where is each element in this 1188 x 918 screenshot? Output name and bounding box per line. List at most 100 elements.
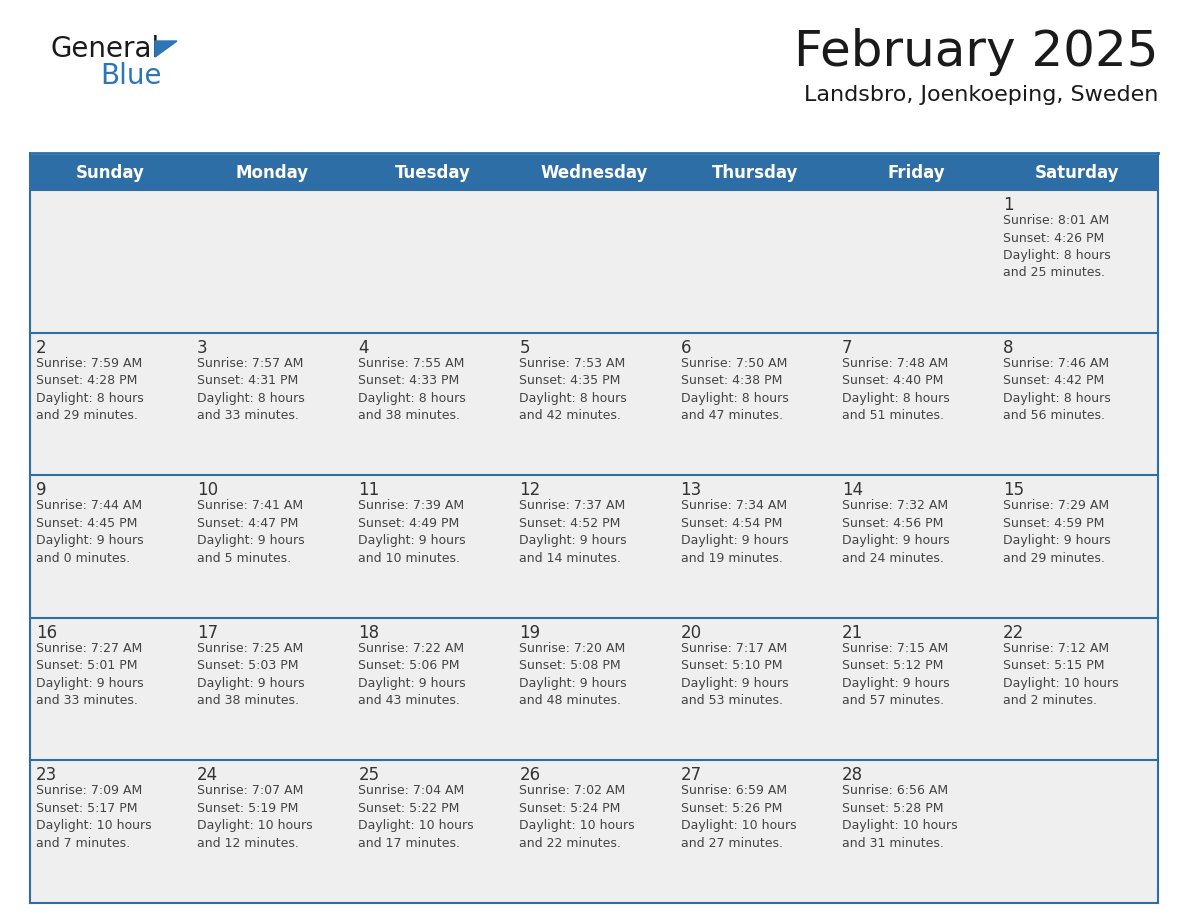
Text: 28: 28 xyxy=(842,767,862,784)
Text: Sunrise: 7:50 AM
Sunset: 4:38 PM
Daylight: 8 hours
and 47 minutes.: Sunrise: 7:50 AM Sunset: 4:38 PM Dayligh… xyxy=(681,356,789,422)
Text: 12: 12 xyxy=(519,481,541,499)
Text: 18: 18 xyxy=(359,624,379,642)
Bar xyxy=(30,476,191,618)
Bar xyxy=(30,332,191,476)
Text: Tuesday: Tuesday xyxy=(394,163,470,182)
Bar xyxy=(997,618,1158,760)
Text: 1: 1 xyxy=(1003,196,1013,214)
Text: Blue: Blue xyxy=(100,62,162,90)
Text: Sunrise: 7:12 AM
Sunset: 5:15 PM
Daylight: 10 hours
and 2 minutes.: Sunrise: 7:12 AM Sunset: 5:15 PM Dayligh… xyxy=(1003,642,1118,707)
Text: 27: 27 xyxy=(681,767,702,784)
Bar xyxy=(513,190,675,332)
Bar xyxy=(513,760,675,903)
Text: 23: 23 xyxy=(36,767,57,784)
Text: 10: 10 xyxy=(197,481,219,499)
Bar xyxy=(513,476,675,618)
Text: Sunrise: 6:56 AM
Sunset: 5:28 PM
Daylight: 10 hours
and 31 minutes.: Sunrise: 6:56 AM Sunset: 5:28 PM Dayligh… xyxy=(842,784,958,850)
Bar xyxy=(191,332,353,476)
Text: 16: 16 xyxy=(36,624,57,642)
Text: Sunrise: 7:07 AM
Sunset: 5:19 PM
Daylight: 10 hours
and 12 minutes.: Sunrise: 7:07 AM Sunset: 5:19 PM Dayligh… xyxy=(197,784,312,850)
Text: 8: 8 xyxy=(1003,339,1013,356)
Bar xyxy=(997,476,1158,618)
Bar xyxy=(353,476,513,618)
Text: General: General xyxy=(50,35,159,63)
Text: Sunrise: 7:41 AM
Sunset: 4:47 PM
Daylight: 9 hours
and 5 minutes.: Sunrise: 7:41 AM Sunset: 4:47 PM Dayligh… xyxy=(197,499,305,565)
Text: 3: 3 xyxy=(197,339,208,356)
Text: Monday: Monday xyxy=(235,163,308,182)
Bar xyxy=(353,618,513,760)
Bar xyxy=(30,618,191,760)
Text: Sunrise: 7:59 AM
Sunset: 4:28 PM
Daylight: 8 hours
and 29 minutes.: Sunrise: 7:59 AM Sunset: 4:28 PM Dayligh… xyxy=(36,356,144,422)
Text: February 2025: February 2025 xyxy=(794,28,1158,76)
Text: Sunrise: 6:59 AM
Sunset: 5:26 PM
Daylight: 10 hours
and 27 minutes.: Sunrise: 6:59 AM Sunset: 5:26 PM Dayligh… xyxy=(681,784,796,850)
Bar xyxy=(997,155,1158,190)
Bar xyxy=(675,476,835,618)
Text: 11: 11 xyxy=(359,481,379,499)
Text: 6: 6 xyxy=(681,339,691,356)
Bar xyxy=(997,190,1158,332)
Bar xyxy=(675,760,835,903)
Text: Sunrise: 7:02 AM
Sunset: 5:24 PM
Daylight: 10 hours
and 22 minutes.: Sunrise: 7:02 AM Sunset: 5:24 PM Dayligh… xyxy=(519,784,636,850)
Text: 5: 5 xyxy=(519,339,530,356)
Bar xyxy=(835,476,997,618)
Bar xyxy=(191,760,353,903)
Text: Sunrise: 7:57 AM
Sunset: 4:31 PM
Daylight: 8 hours
and 33 minutes.: Sunrise: 7:57 AM Sunset: 4:31 PM Dayligh… xyxy=(197,356,305,422)
Bar xyxy=(191,618,353,760)
Text: Thursday: Thursday xyxy=(712,163,798,182)
Bar xyxy=(353,332,513,476)
Text: Wednesday: Wednesday xyxy=(541,163,647,182)
Text: Sunrise: 7:37 AM
Sunset: 4:52 PM
Daylight: 9 hours
and 14 minutes.: Sunrise: 7:37 AM Sunset: 4:52 PM Dayligh… xyxy=(519,499,627,565)
Text: Sunrise: 7:34 AM
Sunset: 4:54 PM
Daylight: 9 hours
and 19 minutes.: Sunrise: 7:34 AM Sunset: 4:54 PM Dayligh… xyxy=(681,499,788,565)
Bar xyxy=(353,190,513,332)
Text: 2: 2 xyxy=(36,339,46,356)
Text: Sunrise: 7:53 AM
Sunset: 4:35 PM
Daylight: 8 hours
and 42 minutes.: Sunrise: 7:53 AM Sunset: 4:35 PM Dayligh… xyxy=(519,356,627,422)
Bar xyxy=(191,476,353,618)
Bar xyxy=(675,190,835,332)
Text: Sunrise: 7:27 AM
Sunset: 5:01 PM
Daylight: 9 hours
and 33 minutes.: Sunrise: 7:27 AM Sunset: 5:01 PM Dayligh… xyxy=(36,642,144,707)
Bar xyxy=(997,760,1158,903)
Text: 13: 13 xyxy=(681,481,702,499)
Text: 24: 24 xyxy=(197,767,219,784)
Text: Sunrise: 7:44 AM
Sunset: 4:45 PM
Daylight: 9 hours
and 0 minutes.: Sunrise: 7:44 AM Sunset: 4:45 PM Dayligh… xyxy=(36,499,144,565)
Polygon shape xyxy=(154,41,177,57)
Text: Sunday: Sunday xyxy=(76,163,145,182)
Text: 20: 20 xyxy=(681,624,702,642)
Text: Sunrise: 7:29 AM
Sunset: 4:59 PM
Daylight: 9 hours
and 29 minutes.: Sunrise: 7:29 AM Sunset: 4:59 PM Dayligh… xyxy=(1003,499,1111,565)
Text: Sunrise: 7:46 AM
Sunset: 4:42 PM
Daylight: 8 hours
and 56 minutes.: Sunrise: 7:46 AM Sunset: 4:42 PM Dayligh… xyxy=(1003,356,1111,422)
Bar xyxy=(513,155,675,190)
Text: 21: 21 xyxy=(842,624,862,642)
Text: 17: 17 xyxy=(197,624,219,642)
Text: Friday: Friday xyxy=(887,163,946,182)
Text: 15: 15 xyxy=(1003,481,1024,499)
Bar xyxy=(513,618,675,760)
Text: Sunrise: 7:17 AM
Sunset: 5:10 PM
Daylight: 9 hours
and 53 minutes.: Sunrise: 7:17 AM Sunset: 5:10 PM Dayligh… xyxy=(681,642,788,707)
Text: Sunrise: 7:04 AM
Sunset: 5:22 PM
Daylight: 10 hours
and 17 minutes.: Sunrise: 7:04 AM Sunset: 5:22 PM Dayligh… xyxy=(359,784,474,850)
Text: Sunrise: 7:25 AM
Sunset: 5:03 PM
Daylight: 9 hours
and 38 minutes.: Sunrise: 7:25 AM Sunset: 5:03 PM Dayligh… xyxy=(197,642,305,707)
Text: 26: 26 xyxy=(519,767,541,784)
Bar xyxy=(675,155,835,190)
Bar xyxy=(997,332,1158,476)
Bar xyxy=(30,190,191,332)
Bar xyxy=(675,618,835,760)
Text: Sunrise: 7:32 AM
Sunset: 4:56 PM
Daylight: 9 hours
and 24 minutes.: Sunrise: 7:32 AM Sunset: 4:56 PM Dayligh… xyxy=(842,499,949,565)
Text: Sunrise: 7:48 AM
Sunset: 4:40 PM
Daylight: 8 hours
and 51 minutes.: Sunrise: 7:48 AM Sunset: 4:40 PM Dayligh… xyxy=(842,356,949,422)
Text: Sunrise: 7:55 AM
Sunset: 4:33 PM
Daylight: 8 hours
and 38 minutes.: Sunrise: 7:55 AM Sunset: 4:33 PM Dayligh… xyxy=(359,356,466,422)
Bar xyxy=(30,155,191,190)
Text: Sunrise: 7:22 AM
Sunset: 5:06 PM
Daylight: 9 hours
and 43 minutes.: Sunrise: 7:22 AM Sunset: 5:06 PM Dayligh… xyxy=(359,642,466,707)
Bar xyxy=(835,760,997,903)
Text: 7: 7 xyxy=(842,339,852,356)
Text: 22: 22 xyxy=(1003,624,1024,642)
Bar xyxy=(835,618,997,760)
Bar xyxy=(353,155,513,190)
Text: Sunrise: 8:01 AM
Sunset: 4:26 PM
Daylight: 8 hours
and 25 minutes.: Sunrise: 8:01 AM Sunset: 4:26 PM Dayligh… xyxy=(1003,214,1111,279)
Bar xyxy=(353,760,513,903)
Text: Sunrise: 7:15 AM
Sunset: 5:12 PM
Daylight: 9 hours
and 57 minutes.: Sunrise: 7:15 AM Sunset: 5:12 PM Dayligh… xyxy=(842,642,949,707)
Bar xyxy=(835,332,997,476)
Text: 14: 14 xyxy=(842,481,862,499)
Text: Saturday: Saturday xyxy=(1035,163,1119,182)
Text: Sunrise: 7:09 AM
Sunset: 5:17 PM
Daylight: 10 hours
and 7 minutes.: Sunrise: 7:09 AM Sunset: 5:17 PM Dayligh… xyxy=(36,784,152,850)
Bar xyxy=(30,760,191,903)
Text: 25: 25 xyxy=(359,767,379,784)
Text: 19: 19 xyxy=(519,624,541,642)
Bar xyxy=(675,332,835,476)
